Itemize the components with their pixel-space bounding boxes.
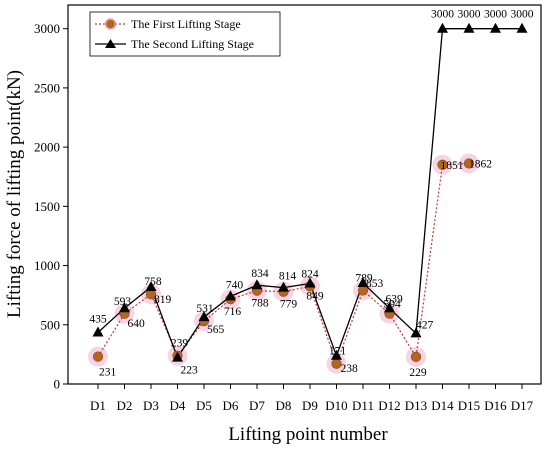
- second-stage-point: [119, 302, 130, 313]
- first-stage-point: [463, 158, 475, 169]
- x-tick-label: D4: [170, 398, 186, 413]
- x-tick-label: D7: [249, 398, 265, 413]
- second-stage-point: [198, 311, 210, 322]
- x-tick-label: D2: [117, 398, 133, 413]
- x-tick-label: D10: [325, 398, 347, 413]
- legend-box: [89, 11, 281, 57]
- second-stage-point: [490, 22, 501, 33]
- second-stage-point: [410, 327, 422, 338]
- first-stage-data-label: 171: [329, 346, 347, 358]
- second-stage-data-label: 223: [181, 365, 199, 377]
- second-stage-data-label: 3000: [431, 9, 454, 21]
- first-stage-data-label: 789: [355, 273, 373, 285]
- x-tick-label: D3: [143, 398, 159, 413]
- second-stage-data-label: 640: [128, 318, 146, 330]
- second-stage-point: [278, 281, 289, 292]
- second-stage-point: [172, 351, 183, 362]
- data-labels: 231 593 758 239 531 716 788 779 824 171 789 594 229 1…: [89, 9, 533, 379]
- first-stage-data-label: 758: [144, 276, 162, 288]
- x-tick-label: D5: [196, 398, 212, 413]
- first-stage-point: [437, 159, 448, 170]
- legend-marker-first: [104, 18, 117, 30]
- second-stage-data-label: 3000: [458, 9, 481, 21]
- first-stage-point: [410, 351, 422, 362]
- second-stage-point: [92, 326, 104, 337]
- second-stage-point: [357, 276, 369, 287]
- legend-marker-second: [105, 39, 116, 48]
- y-tick-label: 2000: [34, 140, 60, 155]
- second-stage-data-label: 853: [366, 278, 384, 290]
- second-stage-data-label: 565: [207, 324, 225, 336]
- x-tick-label: D14: [431, 398, 454, 413]
- first-stage-data-label: 779: [280, 299, 298, 311]
- x-tick-label: D17: [511, 398, 534, 413]
- first-stage-line: [97, 162, 470, 366]
- second-stage-data-label: 3000: [511, 9, 534, 21]
- y-axis-ticks: 0 500 1000 1500 2000 2500 3000: [34, 21, 68, 392]
- second-stage-point: [516, 22, 528, 33]
- legend: The First Lifting Stage The Second Lifti…: [89, 11, 281, 57]
- first-stage-data-label: 229: [409, 367, 427, 379]
- second-stage-data-label: 740: [226, 279, 244, 291]
- x-tick-label: D12: [378, 398, 400, 413]
- first-stage-data-label: 594: [384, 299, 402, 311]
- first-stage-data-label: 593: [114, 296, 132, 308]
- x-tick-label: D11: [352, 398, 374, 413]
- y-tick-label: 1500: [34, 199, 60, 214]
- x-tick-label: D13: [405, 398, 427, 413]
- first-stage-data-label: 788: [251, 298, 269, 310]
- x-axis-title: Lifting point number: [228, 424, 388, 445]
- x-tick-label: D16: [484, 398, 507, 413]
- second-stage-data-label: 427: [416, 319, 434, 331]
- second-stage-data-label: 639: [386, 293, 404, 305]
- second-stage-data-label: 814: [279, 271, 297, 283]
- second-stage-data-label: 238: [341, 363, 359, 375]
- y-tick-label: 2500: [34, 80, 60, 95]
- x-tick-label: D6: [223, 398, 239, 413]
- second-stage-point: [437, 22, 448, 33]
- second-stage-point: [145, 280, 157, 291]
- second-stage-data-label: 435: [89, 313, 107, 325]
- legend-label-second: The Second Lifting Stage: [131, 37, 254, 51]
- second-stage-point: [384, 302, 395, 313]
- y-tick-label: 1000: [34, 258, 60, 273]
- second-stage-point: [304, 277, 316, 288]
- second-stage-point: [225, 290, 236, 301]
- series-layer: [88, 22, 528, 374]
- first-stage-data-label: 824: [301, 268, 319, 280]
- first-stage-data-label: 531: [196, 303, 214, 315]
- x-tick-label: D9: [302, 398, 318, 413]
- second-stage-line: [97, 28, 522, 360]
- legend-label-first: The First Lifting Stage: [131, 17, 241, 31]
- x-tick-label: D8: [276, 398, 292, 413]
- first-stage-point: [92, 351, 104, 362]
- second-stage-point: [331, 349, 342, 360]
- second-stage-point: [251, 279, 263, 290]
- x-tick-label: D1: [90, 398, 106, 413]
- second-stage-data-label: 834: [251, 268, 269, 280]
- x-axis-ticks: D1 D2 D3 D4 D5 D6 D7 D8 D9 D10 D11 D12 D13 D14 D15 D16 D…: [90, 384, 534, 413]
- first-stage-data-label: 716: [224, 306, 242, 318]
- second-stage-data-label: 819: [154, 294, 172, 306]
- first-stage-data-label: 231: [99, 367, 117, 379]
- y-tick-label: 0: [54, 377, 61, 392]
- second-stage-data-label: 849: [306, 290, 324, 302]
- first-stage-data-label: 1851: [441, 160, 464, 172]
- y-tick-label: 3000: [34, 21, 60, 36]
- x-tick-label: D15: [458, 398, 480, 413]
- y-axis-title: Lifting force of lifting point(kN): [4, 70, 25, 318]
- first-stage-data-label: 239: [171, 338, 189, 350]
- y-tick-label: 500: [41, 317, 61, 332]
- second-stage-point: [463, 22, 475, 33]
- first-stage-data-label: 1862: [469, 158, 492, 170]
- second-stage-data-label: 3000: [484, 9, 507, 21]
- plot-frame: [67, 4, 542, 385]
